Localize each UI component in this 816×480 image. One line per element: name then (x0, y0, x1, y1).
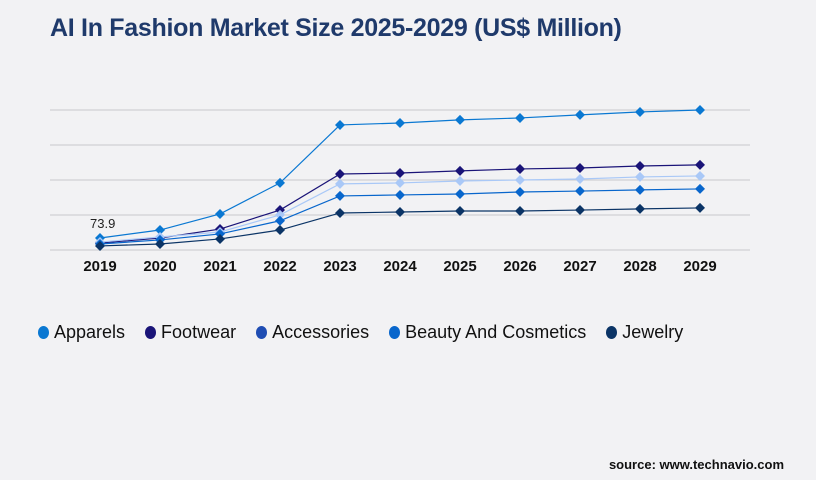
legend-marker-icon (38, 326, 49, 339)
legend-item[interactable]: Apparels (38, 322, 125, 343)
data-point (275, 177, 285, 188)
data-point (455, 175, 465, 186)
data-point (575, 109, 585, 120)
legend-item[interactable]: Beauty And Cosmetics (389, 322, 586, 343)
data-point (395, 206, 405, 217)
legend-label: Jewelry (622, 322, 684, 342)
legend-item[interactable]: Jewelry (606, 322, 683, 343)
data-point (515, 163, 525, 174)
x-tick-label: 2026 (503, 258, 536, 275)
legend-marker-icon (256, 326, 268, 339)
data-point (395, 117, 405, 128)
data-point (635, 184, 645, 195)
data-point (455, 188, 465, 199)
legend-item[interactable]: Footwear (145, 322, 236, 343)
data-point (695, 159, 705, 170)
x-tick-label: 2020 (143, 258, 176, 275)
data-point (635, 161, 645, 172)
data-point (335, 207, 345, 218)
x-tick-label: 2029 (683, 258, 716, 275)
data-point (695, 170, 705, 181)
data-point (335, 178, 345, 189)
data-point (335, 190, 345, 201)
data-point (635, 171, 645, 182)
data-point (695, 105, 705, 115)
data-point (395, 177, 405, 188)
data-point (395, 189, 405, 200)
data-point (575, 205, 585, 216)
data-point (575, 186, 585, 197)
data-point (395, 168, 405, 179)
data-point (215, 228, 225, 239)
data-point (635, 106, 645, 117)
legend-label: Footwear (161, 322, 237, 342)
x-tick-label: 2024 (383, 258, 417, 275)
data-point (335, 168, 345, 179)
x-tick-label: 2023 (323, 258, 356, 275)
data-point (275, 209, 285, 220)
x-tick-label: 2021 (203, 258, 236, 275)
data-point (635, 203, 645, 214)
data-point (95, 240, 105, 251)
legend-label: Accessories (272, 322, 370, 342)
x-tick-label: 2025 (443, 258, 476, 275)
legend: Apparels Footwear Accessories Beauty And Co… (38, 322, 683, 343)
x-tick-label: 2019 (83, 258, 116, 275)
chart-title: AI In Fashion Market Size 2025-2029 (US$… (50, 14, 622, 42)
data-point (575, 174, 585, 185)
data-point (455, 165, 465, 176)
data-point (515, 112, 525, 123)
data-point (155, 238, 165, 249)
data-point (275, 215, 285, 226)
data-point (695, 202, 705, 213)
data-point (515, 175, 525, 185)
legend-item[interactable]: Accessories (256, 322, 369, 343)
legend-marker-icon (606, 326, 618, 339)
data-point (515, 206, 525, 217)
x-tick-label: 2022 (263, 258, 296, 275)
data-point (455, 206, 465, 217)
source-text: source: www.technavio.com (608, 457, 784, 472)
x-tick-label: 2028 (623, 258, 656, 275)
data-point (335, 119, 345, 130)
x-tick-label: 2027 (563, 258, 596, 275)
legend-label: Beauty And Cosmetics (405, 322, 587, 342)
legend-label: Apparels (54, 322, 126, 342)
data-point (515, 187, 525, 198)
data-point (695, 183, 705, 194)
line-chart: 2019 2020 2021 2022 2023 2024 2025 2026 2027 2028… (50, 105, 750, 275)
data-point (575, 162, 585, 173)
data-point (455, 114, 465, 125)
data-point (155, 225, 165, 236)
data-label: 73.9 (90, 216, 115, 231)
legend-marker-icon (145, 326, 157, 339)
data-point (215, 208, 225, 219)
data-point (215, 233, 225, 244)
legend-marker-icon (389, 326, 401, 339)
data-point (275, 225, 285, 236)
